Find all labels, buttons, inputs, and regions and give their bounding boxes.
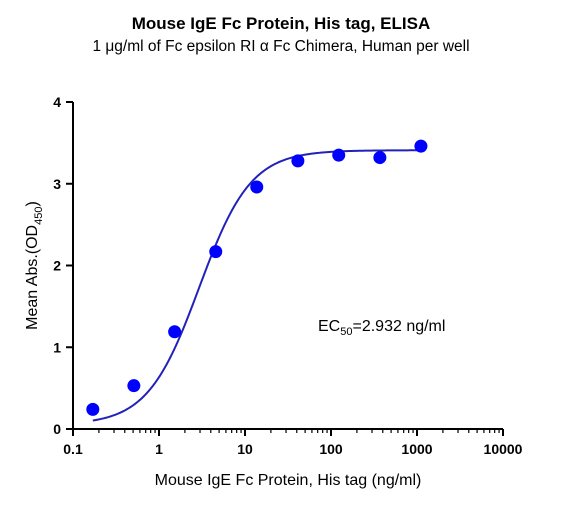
ec50-prefix: EC [318, 318, 340, 335]
data-point [291, 154, 305, 168]
data-points [86, 139, 428, 416]
ticks: 0 1 2 3 4 0.1 1 10 100 1000 10000 [53, 94, 522, 457]
data-point [209, 245, 223, 259]
fit-curve [92, 149, 421, 422]
data-point [250, 180, 264, 194]
chart-title: Mouse IgE Fc Protein, His tag, ELISA [131, 14, 431, 33]
y-tick-label: 0 [53, 421, 61, 437]
data-point [414, 139, 428, 153]
x-tick-label: 100 [319, 441, 343, 457]
x-tick-label: 1 [155, 441, 163, 457]
data-point [86, 402, 100, 416]
y-tick-label: 2 [53, 258, 61, 274]
y-axis-label-main: Mean Abs.(OD [24, 225, 41, 330]
ec50-annotation: EC50=2.932 ng/ml [318, 318, 445, 338]
y-tick-label: 1 [53, 339, 61, 355]
x-tick-label: 0.1 [63, 441, 83, 457]
data-point [168, 325, 182, 339]
data-point [332, 148, 346, 162]
y-axis-label: Mean Abs.(OD450) [24, 201, 45, 330]
ec50-subscript: 50 [340, 326, 352, 338]
data-point [373, 151, 387, 165]
y-tick-label: 3 [53, 176, 61, 192]
x-tick-label: 10 [237, 441, 253, 457]
x-tick-label: 1000 [401, 441, 432, 457]
x-tick-label: 10000 [484, 441, 523, 457]
data-point [127, 379, 141, 393]
y-axis-label-end: ) [24, 201, 41, 206]
y-tick-label: 4 [53, 94, 61, 110]
chart-subtitle: 1 μg/ml of Fc epsilon RI α Fc Chimera, H… [92, 38, 470, 55]
ec50-value: =2.932 ng/ml [352, 318, 445, 335]
x-axis-label: Mouse IgE Fc Protein, His tag (ng/ml) [155, 472, 422, 489]
y-axis-label-subscript: 450 [33, 207, 45, 225]
